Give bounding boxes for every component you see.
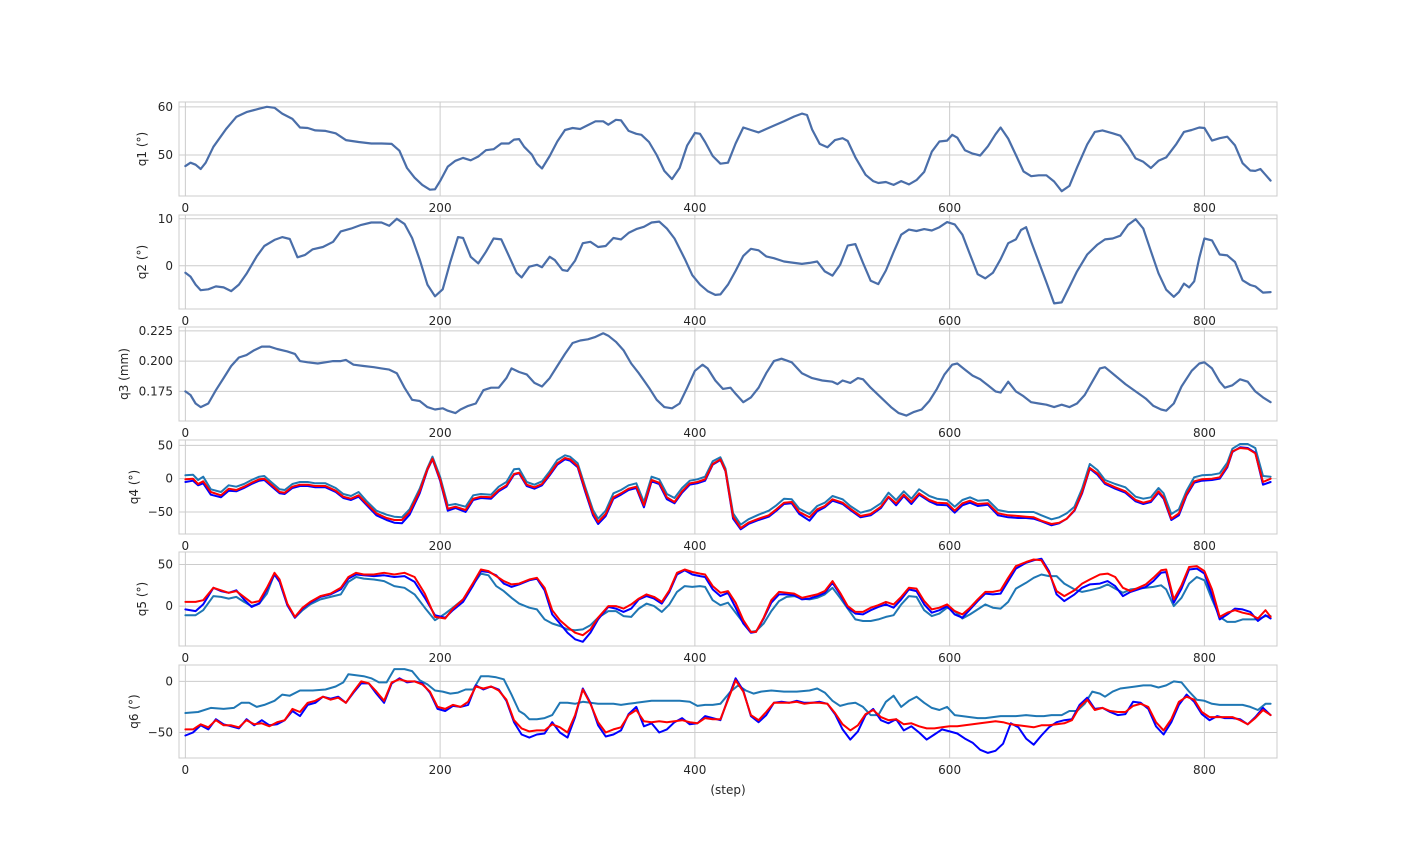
y-tick-label: 0.225 — [139, 324, 173, 338]
x-tick-label: 200 — [429, 426, 452, 440]
x-tick-label: 800 — [1193, 426, 1216, 440]
y-axis-label: q5 (°) — [135, 582, 149, 616]
y-axis-label: q6 (°) — [127, 694, 141, 728]
x-tick-label: 0 — [182, 651, 190, 665]
x-tick-label: 0 — [182, 314, 190, 328]
y-tick-label: 0 — [165, 259, 173, 273]
y-tick-label: −50 — [148, 505, 173, 519]
x-tick-label: 600 — [938, 539, 961, 553]
x-tick-label: 600 — [938, 201, 961, 215]
x-tick-label: 400 — [683, 201, 706, 215]
y-tick-label: 60 — [158, 100, 173, 114]
y-tick-label: 0 — [165, 599, 173, 613]
x-tick-label: 400 — [683, 763, 706, 777]
x-tick-label: 0 — [182, 426, 190, 440]
x-tick-label: 0 — [182, 763, 190, 777]
x-axis-label: (step) — [710, 783, 745, 797]
x-tick-label: 600 — [938, 651, 961, 665]
x-tick-label: 0 — [182, 201, 190, 215]
y-tick-label: 0.200 — [139, 354, 173, 368]
x-tick-label: 0 — [182, 539, 190, 553]
y-axis-label: q4 (°) — [127, 470, 141, 504]
plot-frame — [179, 215, 1277, 309]
x-tick-label: 600 — [938, 426, 961, 440]
x-tick-label: 800 — [1193, 201, 1216, 215]
x-tick-label: 400 — [683, 651, 706, 665]
x-tick-label: 800 — [1193, 539, 1216, 553]
x-tick-label: 400 — [683, 539, 706, 553]
y-tick-label: 50 — [158, 148, 173, 162]
y-tick-label: 50 — [158, 438, 173, 452]
x-tick-label: 200 — [429, 763, 452, 777]
x-tick-label: 200 — [429, 201, 452, 215]
y-tick-label: 0.175 — [139, 384, 173, 398]
y-axis-label: q1 (°) — [135, 132, 149, 166]
x-tick-label: 400 — [683, 314, 706, 328]
y-tick-label: 0 — [165, 472, 173, 486]
y-tick-label: 50 — [158, 557, 173, 571]
x-tick-label: 200 — [429, 314, 452, 328]
x-tick-label: 400 — [683, 426, 706, 440]
y-tick-label: 10 — [158, 212, 173, 226]
y-tick-label: −50 — [148, 725, 173, 739]
x-tick-label: 600 — [938, 763, 961, 777]
x-tick-label: 600 — [938, 314, 961, 328]
y-axis-label: q2 (°) — [135, 245, 149, 279]
plot-frame — [179, 102, 1277, 196]
y-axis-label: q3 (mm) — [117, 348, 131, 400]
x-tick-label: 200 — [429, 539, 452, 553]
x-tick-label: 800 — [1193, 651, 1216, 665]
x-tick-label: 800 — [1193, 763, 1216, 777]
plot-frame — [179, 552, 1277, 646]
x-tick-label: 800 — [1193, 314, 1216, 328]
y-tick-label: 0 — [165, 674, 173, 688]
x-tick-label: 200 — [429, 651, 452, 665]
